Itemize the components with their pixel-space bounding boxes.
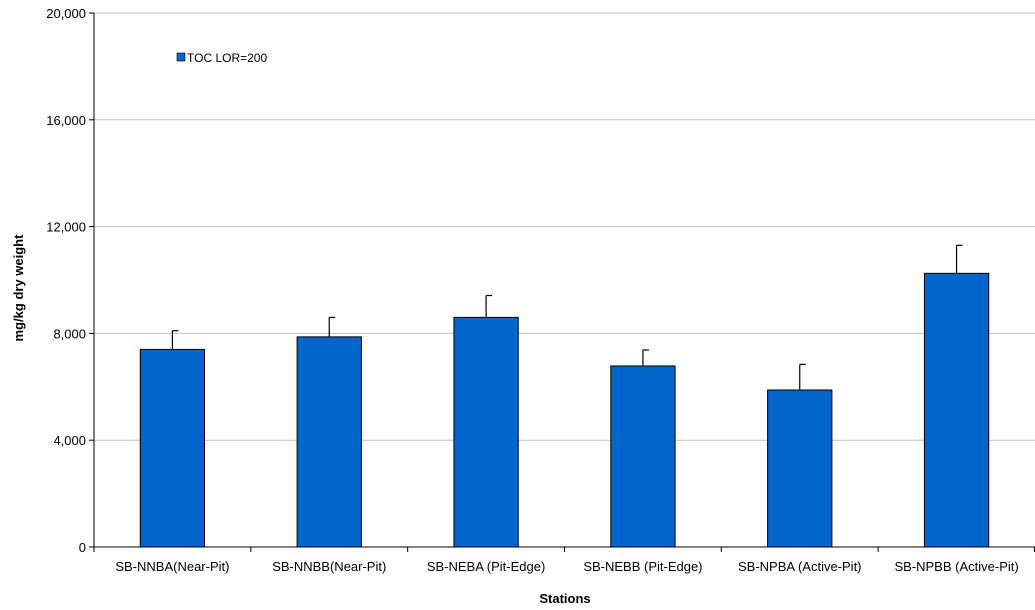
x-tick-label: SB-NEBA (Pit-Edge) xyxy=(427,559,546,574)
y-tick-label: 20,000 xyxy=(46,6,86,21)
bar xyxy=(453,316,519,548)
x-tick-label: SB-NNBA(Near-Pit) xyxy=(115,559,229,574)
x-tick-labels: SB-NNBA(Near-Pit) SB-NNBB(Near-Pit) SB-NEB… xyxy=(115,559,1018,574)
bar xyxy=(610,365,676,548)
legend-swatch xyxy=(176,52,186,62)
x-tick-label: SB-NPBA (Active-Pit) xyxy=(738,559,862,574)
gridlines xyxy=(94,12,1035,441)
legend-label: TOC LOR=200 xyxy=(187,51,267,65)
x-tick-label: SB-NPBB (Active-Pit) xyxy=(894,559,1018,574)
bar xyxy=(767,389,833,548)
y-tick-label: 8,000 xyxy=(53,326,86,341)
bars xyxy=(139,272,990,548)
y-tick-labels: 0 4,000 8,000 12,000 16,000 20,000 xyxy=(46,6,86,555)
x-axis-title: Stations xyxy=(539,591,590,606)
y-tick-label: 12,000 xyxy=(46,220,86,235)
y-tick-label: 0 xyxy=(79,540,86,555)
bar xyxy=(296,336,362,548)
y-tick-label: 16,000 xyxy=(46,113,86,128)
y-axis-title: mg/kg dry weight xyxy=(11,234,26,342)
x-tick-label: SB-NEBB (Pit-Edge) xyxy=(583,559,702,574)
error-bars xyxy=(171,244,963,391)
axes xyxy=(89,12,1035,552)
y-tick-label: 4,000 xyxy=(53,433,86,448)
legend: TOC LOR=200 xyxy=(176,51,267,65)
bar xyxy=(923,272,990,548)
bar xyxy=(139,348,206,548)
x-tick-label: SB-NNBB(Near-Pit) xyxy=(272,559,386,574)
